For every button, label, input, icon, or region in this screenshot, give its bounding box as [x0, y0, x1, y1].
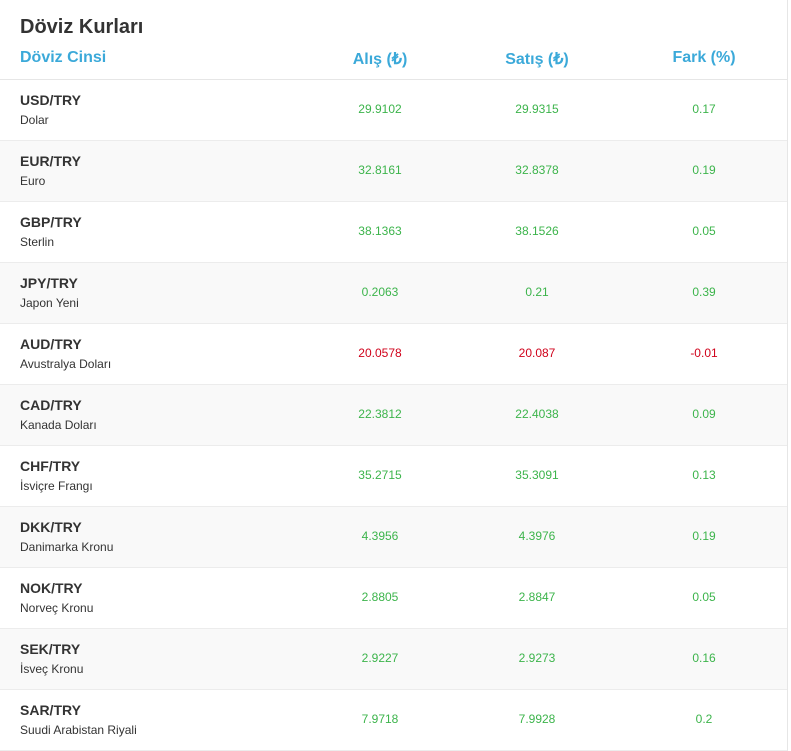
sell-value: 35.3091 [515, 468, 559, 482]
sell-value: 2.8847 [518, 590, 556, 604]
buy-value: 4.3956 [361, 529, 399, 543]
currency-row: CHF/TRY İsviçre Frangı 35.2715 35.3091 0.13 [0, 446, 787, 507]
currency-row: DKK/TRY Danimarka Kronu 4.3956 4.3976 0.19 [0, 507, 787, 568]
currency-name: Avustralya Doları [20, 357, 112, 371]
sell-value: 4.3976 [518, 529, 556, 543]
currency-name: Suudi Arabistan Riyali [20, 723, 137, 737]
currency-row: SAR/TRY Suudi Arabistan Riyali 7.9718 7.992… [0, 690, 787, 751]
change-value: 0.16 [692, 651, 716, 665]
buy-value: 38.1363 [358, 224, 402, 238]
currency-name: Japon Yeni [20, 296, 79, 310]
buy-value: 0.2063 [361, 285, 399, 299]
currency-name: Sterlin [20, 235, 55, 249]
buy-value: 7.9718 [361, 712, 399, 726]
column-header: Fark (%) [672, 49, 736, 66]
sell-value: 2.9273 [518, 651, 556, 665]
sell-value: 29.9315 [515, 102, 559, 116]
currency-code: GBP/TRY [20, 214, 82, 230]
column-header: Satış (₺) [505, 51, 569, 68]
currency-code: DKK/TRY [20, 519, 82, 535]
currency-row: USD/TRY Dolar 29.9102 29.9315 0.17 [0, 80, 787, 141]
sell-value: 20.087 [518, 346, 556, 360]
currency-code: JPY/TRY [20, 275, 78, 291]
change-value: 0.19 [692, 529, 716, 543]
currency-name: Danimarka Kronu [20, 540, 114, 554]
currency-name: Dolar [20, 113, 49, 127]
column-header: Döviz Cinsi [20, 49, 107, 66]
currency-name: Kanada Doları [20, 418, 97, 432]
currency-code: EUR/TRY [20, 153, 81, 169]
change-value: 0.2 [695, 712, 713, 726]
currency-name: İsveç Kronu [20, 662, 84, 676]
buy-value: 2.9227 [361, 651, 399, 665]
currency-code: CHF/TRY [20, 458, 81, 474]
currency-name: Euro [20, 174, 46, 188]
currency-row: SEK/TRY İsveç Kronu 2.9227 2.9273 0.16 [0, 629, 787, 690]
buy-value: 20.0578 [358, 346, 402, 360]
buy-value: 29.9102 [358, 102, 402, 116]
sell-value: 22.4038 [515, 407, 559, 421]
currency-name: Norveç Kronu [20, 601, 94, 615]
table-header: Döviz Cinsi Alış (₺) Satış (₺) Fark (%) [0, 46, 787, 80]
change-value: 0.19 [692, 163, 716, 177]
currency-code: AUD/TRY [20, 336, 82, 352]
sell-value: 0.21 [525, 285, 549, 299]
panel-title: Döviz Kurları [20, 16, 144, 38]
sell-value: 7.9928 [518, 712, 556, 726]
currency-row: JPY/TRY Japon Yeni 0.2063 0.21 0.39 [0, 263, 787, 324]
buy-value: 22.3812 [358, 407, 402, 421]
currency-code: NOK/TRY [20, 580, 83, 596]
change-value: 0.39 [692, 285, 716, 299]
change-value: 0.13 [692, 468, 716, 482]
change-value: 0.09 [692, 407, 716, 421]
currency-code: SEK/TRY [20, 641, 81, 657]
currency-code: CAD/TRY [20, 397, 82, 413]
change-value: -0.01 [690, 346, 718, 360]
currency-row: NOK/TRY Norveç Kronu 2.8805 2.8847 0.05 [0, 568, 787, 629]
buy-value: 32.8161 [358, 163, 402, 177]
sell-value: 32.8378 [515, 163, 559, 177]
buy-value: 35.2715 [358, 468, 402, 482]
change-value: 0.17 [692, 102, 716, 116]
currency-name: İsviçre Frangı [20, 479, 93, 493]
currency-row: CAD/TRY Kanada Doları 22.3812 22.4038 0.09 [0, 385, 787, 446]
currency-row: AUD/TRY Avustralya Doları 20.0578 20.087 -0.… [0, 324, 787, 385]
currency-code: SAR/TRY [20, 702, 81, 718]
sell-value: 38.1526 [515, 224, 559, 238]
change-value: 0.05 [692, 224, 716, 238]
buy-value: 2.8805 [361, 590, 399, 604]
column-header: Alış (₺) [352, 51, 408, 68]
currency-row: GBP/TRY Sterlin 38.1363 38.1526 0.05 [0, 202, 787, 263]
change-value: 0.05 [692, 590, 716, 604]
currency-row: EUR/TRY Euro 32.8161 32.8378 0.19 [0, 141, 787, 202]
currency-code: USD/TRY [20, 92, 81, 108]
